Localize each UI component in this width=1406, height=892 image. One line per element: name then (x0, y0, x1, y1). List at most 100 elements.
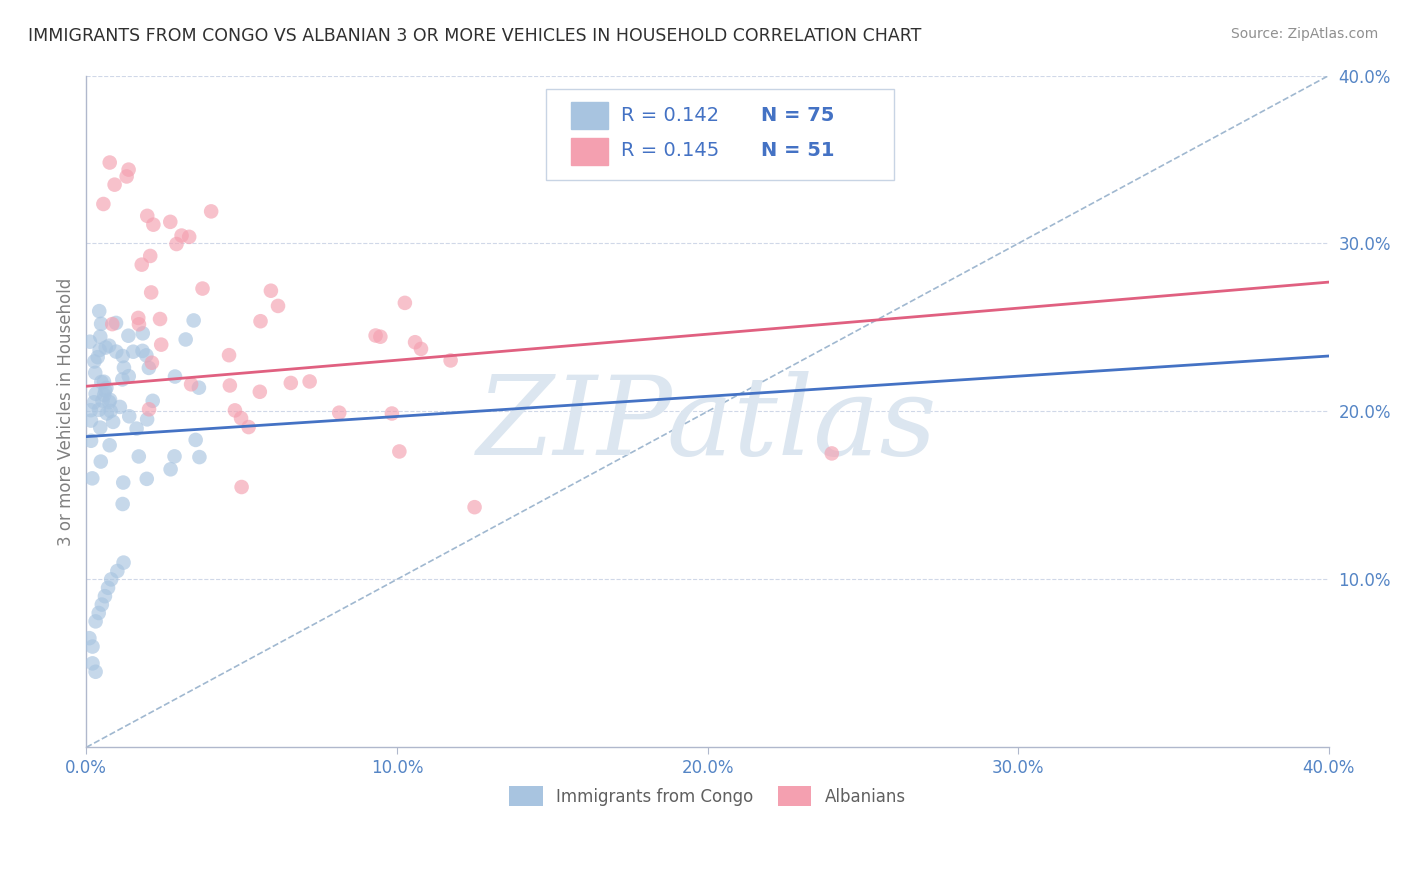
Point (80, 403, 103, 417)
Point (224, 403, 246, 417)
Point (150, 337, 173, 351)
Point (97, 581, 120, 595)
Point (267, 299, 290, 313)
Point (159, 215, 181, 229)
Point (381, 407, 404, 421)
Text: IMMIGRANTS FROM CONGO VS ALBANIAN 3 OR MORE VEHICLES IN HOUSEHOLD CORRELATION CH: IMMIGRANTS FROM CONGO VS ALBANIAN 3 OR M… (28, 27, 921, 45)
Point (96, 381, 118, 395)
Point (138, 402, 160, 417)
Point (136, 412, 159, 426)
Point (82, 657, 104, 671)
Point (111, 349, 134, 363)
Bar (571, 103, 609, 129)
Point (142, 393, 165, 408)
Point (229, 411, 252, 425)
Point (117, 328, 139, 343)
Point (127, 310, 149, 325)
Point (111, 372, 134, 386)
Point (138, 360, 160, 375)
Point (87, 402, 110, 417)
Point (159, 462, 181, 476)
Point (122, 344, 145, 359)
Point (141, 356, 163, 370)
Point (132, 326, 155, 341)
Point (404, 335, 426, 350)
Point (80, 414, 103, 428)
Point (94, 341, 117, 355)
Point (409, 342, 432, 356)
Point (174, 333, 197, 347)
Point (231, 480, 253, 494)
Point (93, 375, 115, 389)
Point (94, 384, 117, 398)
Point (100, 573, 122, 587)
Text: R = 0.145: R = 0.145 (620, 141, 718, 161)
Point (84, 386, 107, 401)
Point (83, 395, 105, 409)
Point (90, 317, 112, 331)
Point (388, 444, 411, 458)
Point (94, 589, 117, 603)
Point (135, 472, 157, 486)
Point (821, 446, 844, 460)
Point (170, 228, 193, 243)
Point (125, 421, 148, 435)
Text: N = 51: N = 51 (761, 141, 835, 161)
Point (249, 314, 271, 328)
Point (163, 450, 186, 464)
Point (80, 434, 103, 448)
Point (187, 381, 209, 395)
Point (104, 178, 127, 192)
Point (163, 369, 186, 384)
FancyBboxPatch shape (546, 89, 894, 179)
Point (238, 420, 260, 434)
Text: Source: ZipAtlas.com: Source: ZipAtlas.com (1230, 27, 1378, 41)
Point (439, 353, 461, 368)
Text: ZIPatlas: ZIPatlas (477, 371, 938, 479)
Point (98, 395, 121, 409)
Point (166, 237, 188, 252)
Point (89, 420, 111, 434)
Point (86, 350, 108, 364)
Point (84, 665, 107, 679)
Point (89, 343, 111, 357)
Point (117, 162, 139, 177)
Point (464, 500, 486, 515)
Point (83, 354, 105, 368)
Point (135, 348, 157, 362)
Text: R = 0.142: R = 0.142 (620, 105, 718, 125)
Point (93, 197, 115, 211)
Point (98, 438, 121, 452)
Point (98, 392, 121, 407)
Point (79, 631, 101, 645)
Point (184, 433, 207, 447)
Point (280, 376, 302, 390)
Point (180, 377, 202, 392)
Point (89, 329, 111, 343)
Point (90, 454, 112, 468)
Point (105, 316, 128, 330)
Point (90, 375, 112, 389)
Point (364, 328, 387, 343)
Point (98, 339, 121, 353)
Point (128, 318, 150, 332)
Point (149, 312, 172, 326)
Point (298, 375, 321, 389)
Point (108, 400, 131, 414)
Point (394, 296, 416, 310)
Point (328, 406, 350, 420)
Point (79, 334, 101, 349)
Point (370, 329, 392, 343)
Point (100, 404, 122, 418)
Point (218, 348, 240, 362)
Point (183, 313, 205, 327)
Bar (571, 138, 609, 165)
Point (200, 204, 222, 219)
Point (118, 369, 141, 384)
Point (136, 209, 159, 223)
Point (105, 564, 128, 578)
Point (249, 384, 271, 399)
Point (90, 598, 112, 612)
Point (112, 360, 135, 375)
Point (142, 218, 165, 232)
